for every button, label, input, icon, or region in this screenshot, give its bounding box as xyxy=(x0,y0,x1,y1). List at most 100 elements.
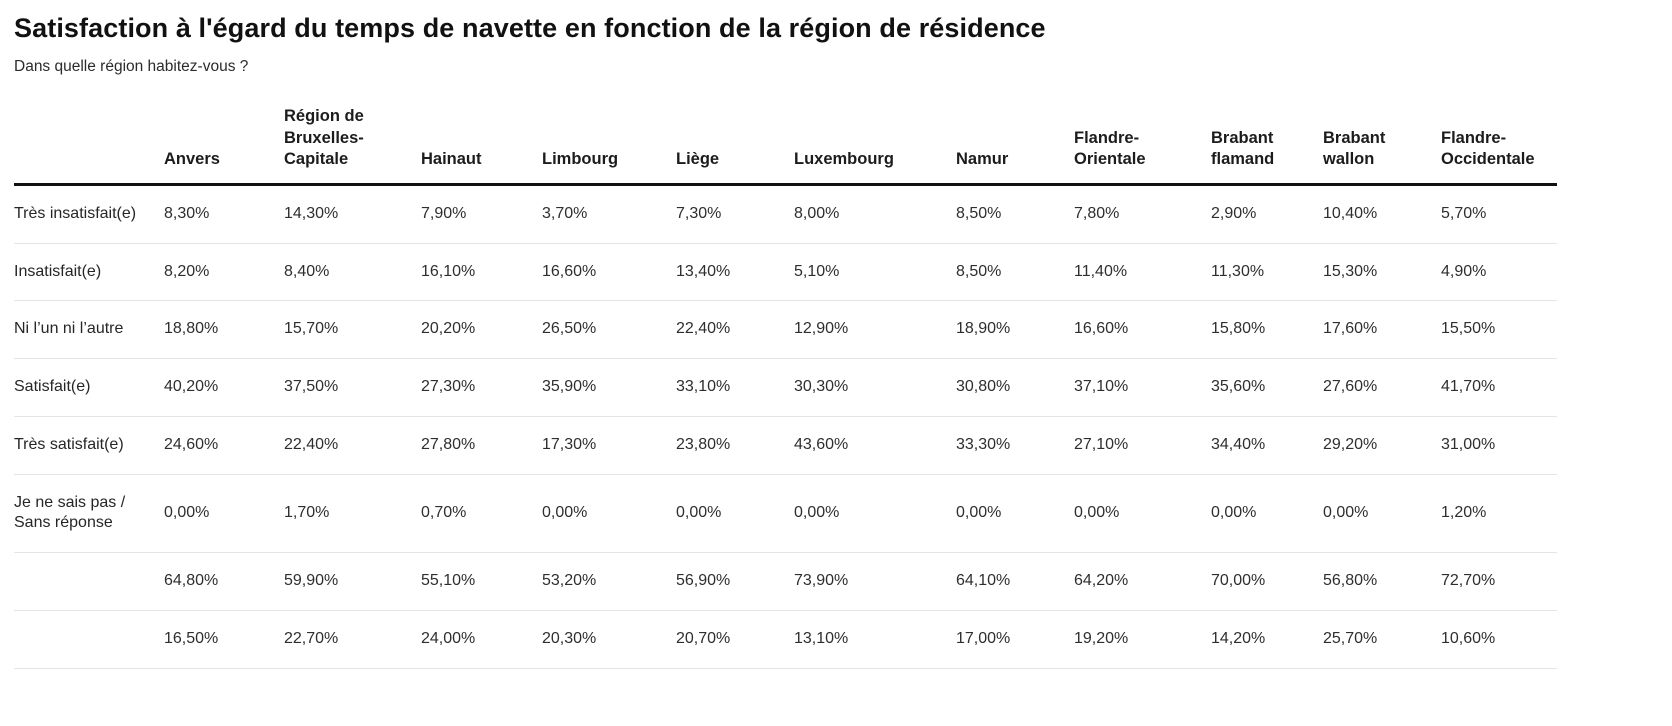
table-cell: 27,80% xyxy=(421,416,542,475)
table-cell: 27,30% xyxy=(421,358,542,417)
table-row: Très insatisfait(e) 8,30% 14,30% 7,90% 3,70%… xyxy=(14,184,1557,244)
table-cell: 0,00% xyxy=(1211,474,1323,554)
row-label: Insatisfait(e) xyxy=(14,243,164,302)
table-cell: 7,30% xyxy=(676,184,794,244)
table-cell: 18,90% xyxy=(956,300,1074,360)
table-cell: 16,60% xyxy=(1074,300,1211,360)
table-row: Je ne sais pas / Sans réponse 0,00% 1,70% 0… xyxy=(14,474,1557,554)
table-cell: 41,70% xyxy=(1441,358,1557,417)
table-cell: 25,70% xyxy=(1323,610,1441,669)
table-cell: 15,80% xyxy=(1211,300,1323,360)
table-cell: 55,10% xyxy=(421,552,542,612)
table-cell: 17,30% xyxy=(542,416,676,475)
table-cell: 11,40% xyxy=(1074,243,1211,302)
table-cell: 56,80% xyxy=(1323,552,1441,612)
table-cell: 64,80% xyxy=(164,552,284,612)
table-cell: 4,90% xyxy=(1441,243,1557,302)
row-label: Satisfait(e) xyxy=(14,358,164,417)
column-header: Limbourg xyxy=(542,102,676,186)
table-cell: 13,10% xyxy=(794,610,956,669)
table-cell: 16,60% xyxy=(542,243,676,302)
row-label xyxy=(14,610,164,669)
table-cell: 19,20% xyxy=(1074,610,1211,669)
table-cell: 2,90% xyxy=(1211,184,1323,244)
table-cell: 0,00% xyxy=(794,474,956,554)
table-cell: 15,70% xyxy=(284,300,421,360)
table-row: Satisfait(e) 40,20% 37,50% 27,30% 35,90% 33,1… xyxy=(14,358,1557,417)
page-subtitle: Dans quelle région habitez-vous ? xyxy=(14,58,249,76)
table-cell: 1,70% xyxy=(284,474,421,554)
table-cell: 0,00% xyxy=(1323,474,1441,554)
table-cell: 30,30% xyxy=(794,358,956,417)
data-table: Anvers Région de Bruxelles-Capitale Hainau… xyxy=(14,102,1557,669)
table-body: Très insatisfait(e) 8,30% 14,30% 7,90% 3,70%… xyxy=(14,184,1557,669)
table-row: 64,80% 59,90% 55,10% 53,20% 56,90% 73,90% 64,1… xyxy=(14,552,1557,612)
page-title: Satisfaction à l'égard du temps de navet… xyxy=(14,13,1046,43)
column-header: Hainaut xyxy=(421,102,542,186)
table-cell: 24,00% xyxy=(421,610,542,669)
table-cell: 53,20% xyxy=(542,552,676,612)
table-cell: 5,10% xyxy=(794,243,956,302)
table-cell: 8,50% xyxy=(956,184,1074,244)
row-label: Très satisfait(e) xyxy=(14,416,164,475)
table-cell: 18,80% xyxy=(164,300,284,360)
table-cell: 1,20% xyxy=(1441,474,1557,554)
table-cell: 8,40% xyxy=(284,243,421,302)
table-row: Ni l’un ni l’autre 18,80% 15,70% 20,20% 26,5… xyxy=(14,300,1557,360)
table-cell: 8,20% xyxy=(164,243,284,302)
table-header: Anvers Région de Bruxelles-Capitale Hainau… xyxy=(14,102,1557,186)
table-cell: 73,90% xyxy=(794,552,956,612)
table-cell: 20,70% xyxy=(676,610,794,669)
column-header: Brabant flamand xyxy=(1211,102,1323,186)
row-label xyxy=(14,552,164,612)
table-row: 16,50% 22,70% 24,00% 20,30% 20,70% 13,10% 17,0… xyxy=(14,610,1557,669)
table-cell: 70,00% xyxy=(1211,552,1323,612)
table-cell: 15,30% xyxy=(1323,243,1441,302)
table-cell: 29,20% xyxy=(1323,416,1441,475)
table-cell: 15,50% xyxy=(1441,300,1557,360)
column-header: Luxembourg xyxy=(794,102,956,186)
table-cell: 72,70% xyxy=(1441,552,1557,612)
table-cell: 0,00% xyxy=(164,474,284,554)
table-cell: 16,10% xyxy=(421,243,542,302)
table-row: Insatisfait(e) 8,20% 8,40% 16,10% 16,60% 13,4… xyxy=(14,243,1557,302)
table-cell: 8,50% xyxy=(956,243,1074,302)
column-header: Namur xyxy=(956,102,1074,186)
table-cell: 22,40% xyxy=(676,300,794,360)
table-cell: 27,60% xyxy=(1323,358,1441,417)
table-cell: 3,70% xyxy=(542,184,676,244)
table-cell: 56,90% xyxy=(676,552,794,612)
row-label: Ni l’un ni l’autre xyxy=(14,300,164,360)
table-cell: 20,20% xyxy=(421,300,542,360)
table-cell: 5,70% xyxy=(1441,184,1557,244)
table-cell: 27,10% xyxy=(1074,416,1211,475)
table-cell: 35,90% xyxy=(542,358,676,417)
table-cell: 64,20% xyxy=(1074,552,1211,612)
table-row: Très satisfait(e) 24,60% 22,40% 27,80% 17,30… xyxy=(14,416,1557,475)
column-header: Brabant wallon xyxy=(1323,102,1441,186)
table-cell: 34,40% xyxy=(1211,416,1323,475)
table-cell: 17,00% xyxy=(956,610,1074,669)
column-header: Liège xyxy=(676,102,794,186)
table-cell: 37,10% xyxy=(1074,358,1211,417)
table-cell: 13,40% xyxy=(676,243,794,302)
table-cell: 10,60% xyxy=(1441,610,1557,669)
table-cell: 0,00% xyxy=(1074,474,1211,554)
table-cell: 14,20% xyxy=(1211,610,1323,669)
table-cell: 7,80% xyxy=(1074,184,1211,244)
table-cell: 26,50% xyxy=(542,300,676,360)
table-cell: 0,70% xyxy=(421,474,542,554)
table-cell: 64,10% xyxy=(956,552,1074,612)
table-cell: 40,20% xyxy=(164,358,284,417)
table-cell: 16,50% xyxy=(164,610,284,669)
header-row: Anvers Région de Bruxelles-Capitale Hainau… xyxy=(14,102,1557,186)
table-cell: 23,80% xyxy=(676,416,794,475)
table-cell: 0,00% xyxy=(542,474,676,554)
table-cell: 8,00% xyxy=(794,184,956,244)
table-cell: 22,70% xyxy=(284,610,421,669)
table-cell: 31,00% xyxy=(1441,416,1557,475)
row-label: Très insatisfait(e) xyxy=(14,184,164,244)
table-cell: 33,30% xyxy=(956,416,1074,475)
table-cell: 0,00% xyxy=(956,474,1074,554)
